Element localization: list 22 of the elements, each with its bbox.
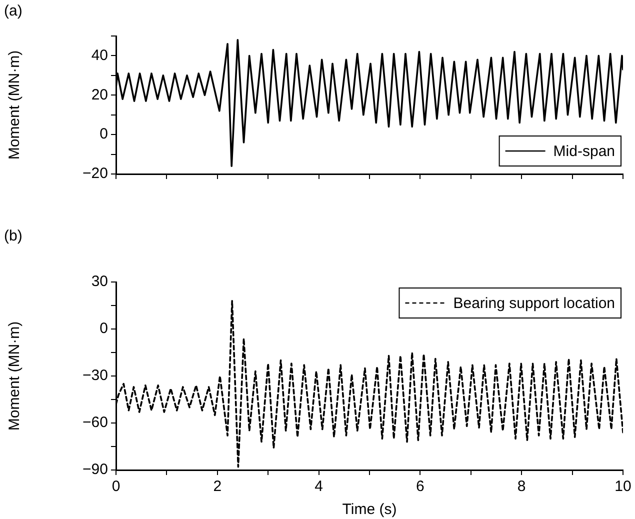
text: (a) — [4, 2, 22, 20]
x-tick-label: 2 — [213, 478, 222, 496]
y-tick-label: 0 — [100, 126, 108, 143]
y-tick-label: −60 — [82, 414, 108, 432]
y-axis-title: Moment (MN·m) — [6, 321, 24, 431]
y-axis-title: Moment (MN·m) — [6, 50, 24, 160]
x-tick-label: 4 — [314, 478, 323, 496]
y-tick-label: 20 — [91, 86, 108, 104]
legend-label: Mid-span — [553, 143, 616, 160]
y-tick-label: −20 — [82, 165, 108, 182]
x-tick-label: 10 — [614, 478, 632, 496]
y-tick-label: 30 — [91, 273, 108, 290]
y-tick-label: 40 — [91, 46, 108, 64]
legend-label: Bearing support location — [453, 295, 616, 312]
y-tick-label: −90 — [82, 461, 108, 478]
x-tick-label: 6 — [416, 478, 424, 496]
x-axis-title: Time (s) — [342, 501, 397, 518]
y-tick-label: 0 — [100, 320, 108, 338]
text: (b) — [4, 228, 22, 245]
x-tick-label: 8 — [517, 478, 526, 496]
x-tick-label: 0 — [112, 478, 120, 496]
y-tick-label: −30 — [82, 367, 108, 384]
